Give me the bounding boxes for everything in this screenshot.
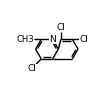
Text: Cl: Cl	[27, 64, 36, 73]
Text: Cl: Cl	[79, 35, 88, 44]
Text: Cl: Cl	[56, 23, 65, 32]
Text: N: N	[49, 35, 56, 44]
Text: CH3: CH3	[16, 35, 34, 44]
